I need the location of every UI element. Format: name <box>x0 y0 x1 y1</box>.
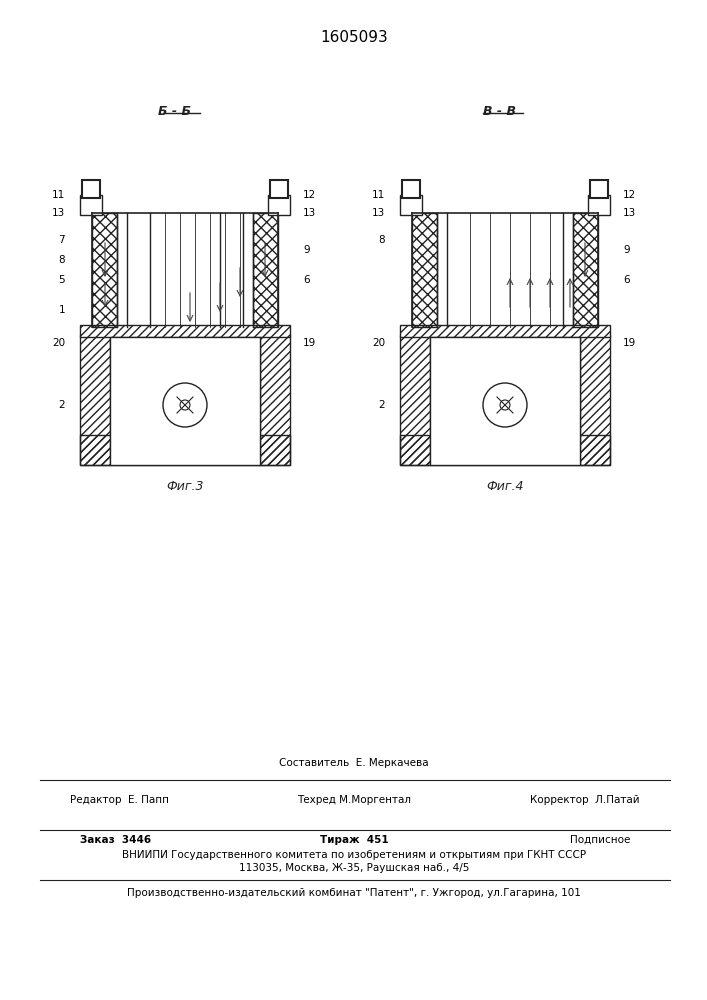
Text: Корректор  Л.Патай: Корректор Л.Патай <box>530 795 640 805</box>
Text: 8: 8 <box>378 235 385 245</box>
Bar <box>110 337 260 465</box>
Text: 13: 13 <box>372 208 385 218</box>
Text: 12: 12 <box>623 190 636 200</box>
Text: 20: 20 <box>372 338 385 348</box>
Text: 1: 1 <box>59 305 65 315</box>
Text: Фиг.4: Фиг.4 <box>486 480 524 493</box>
Bar <box>402 180 420 198</box>
Bar <box>573 213 598 327</box>
Bar <box>92 213 117 327</box>
Text: Заказ  3446: Заказ 3446 <box>80 835 151 845</box>
Bar <box>400 195 422 215</box>
Text: 19: 19 <box>303 338 316 348</box>
Text: 19: 19 <box>623 338 636 348</box>
Text: 11: 11 <box>52 190 65 200</box>
Text: 5: 5 <box>59 275 65 285</box>
Bar <box>253 213 278 327</box>
Bar <box>588 195 610 215</box>
Bar <box>580 335 610 465</box>
Text: 11: 11 <box>372 190 385 200</box>
Text: 9: 9 <box>623 245 630 255</box>
Text: 7: 7 <box>59 235 65 245</box>
Text: 13: 13 <box>303 208 316 218</box>
Text: Составитель  Е. Меркачева: Составитель Е. Меркачева <box>279 758 429 768</box>
Text: 12: 12 <box>303 190 316 200</box>
Bar <box>400 435 610 465</box>
Bar <box>400 325 610 337</box>
Bar <box>400 335 430 465</box>
Text: 1605093: 1605093 <box>320 30 388 45</box>
Bar <box>412 213 437 327</box>
Text: 13: 13 <box>52 208 65 218</box>
Text: Фиг.3: Фиг.3 <box>166 480 204 493</box>
Text: В - В: В - В <box>484 105 517 118</box>
Text: Редактор  Е. Папп: Редактор Е. Папп <box>70 795 169 805</box>
Text: 13: 13 <box>623 208 636 218</box>
Bar <box>80 195 102 215</box>
Bar <box>82 180 100 198</box>
Bar <box>430 337 580 465</box>
Text: ВНИИПИ Государственного комитета по изобретениям и открытиям при ГКНТ СССР: ВНИИПИ Государственного комитета по изоб… <box>122 850 586 860</box>
Bar <box>80 435 290 465</box>
Bar <box>80 325 290 337</box>
Text: Б - Б: Б - Б <box>158 105 192 118</box>
Bar <box>590 180 608 198</box>
Text: Производственно-издательский комбинат "Патент", г. Ужгород, ул.Гагарина, 101: Производственно-издательский комбинат "П… <box>127 888 581 898</box>
Text: 6: 6 <box>303 275 310 285</box>
Bar <box>270 180 288 198</box>
Bar <box>80 335 110 465</box>
Text: 9: 9 <box>303 245 310 255</box>
Bar <box>260 335 290 465</box>
Text: 8: 8 <box>59 255 65 265</box>
Text: Тираж  451: Тираж 451 <box>320 835 388 845</box>
Text: 2: 2 <box>378 400 385 410</box>
Text: 6: 6 <box>623 275 630 285</box>
Text: Техред М.Моргентал: Техред М.Моргентал <box>297 795 411 805</box>
Text: 20: 20 <box>52 338 65 348</box>
Text: 113035, Москва, Ж-35, Раушская наб., 4/5: 113035, Москва, Ж-35, Раушская наб., 4/5 <box>239 863 469 873</box>
Text: Подписное: Подписное <box>570 835 630 845</box>
Text: 2: 2 <box>59 400 65 410</box>
Bar <box>268 195 290 215</box>
